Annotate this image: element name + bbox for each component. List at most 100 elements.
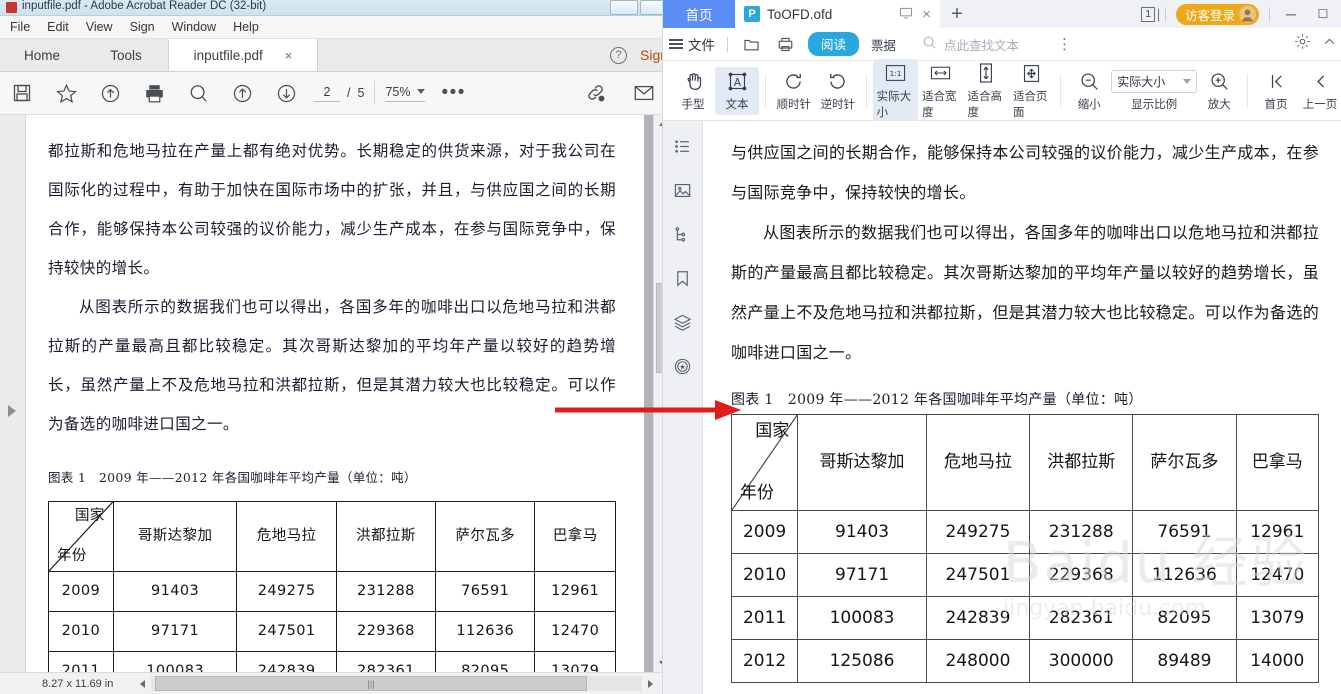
table-col-header: 洪都拉斯 — [335, 501, 437, 572]
tool-hand[interactable]: 手型 — [671, 67, 715, 115]
file-menu-button[interactable]: 文件 — [669, 34, 715, 54]
table-row: 2009 91403 249275 231288 76591 12961 — [48, 571, 616, 612]
help-icon[interactable]: ? — [610, 46, 627, 64]
layers-icon[interactable] — [673, 313, 692, 337]
zoom-in-button[interactable]: 放大 — [1197, 67, 1241, 115]
menu-help[interactable]: Help — [233, 20, 259, 34]
tab-document[interactable]: inputfile.pdf × — [168, 39, 318, 71]
tool-text-label: 文本 — [725, 98, 749, 111]
email-icon[interactable] — [622, 72, 666, 115]
new-tab-button[interactable]: + — [951, 2, 963, 25]
total-pages: 5 — [357, 86, 365, 100]
chevron-up-icon[interactable] — [1323, 35, 1336, 53]
hand-tool-icon — [683, 70, 704, 93]
zoom-level-control[interactable]: 75% — [385, 85, 426, 102]
table-row: 2010 97171 247501 229368 112636 12470 — [730, 553, 1320, 597]
titlebar-divider — [1164, 6, 1166, 22]
page-separator: / — [347, 86, 351, 100]
outline-list-icon[interactable] — [673, 137, 692, 161]
star-icon[interactable] — [44, 72, 88, 115]
corner-label-country: 国家 — [755, 421, 790, 441]
table-cell: 229368 — [335, 611, 437, 652]
table-header-row: 国家 年份 哥斯达黎加 危地马拉 洪都拉斯 萨尔瓦多 巴拿马 — [48, 501, 616, 572]
zoom-level-group: 实际大小 显示比例 — [1111, 69, 1198, 112]
toolbar-divider-1 — [765, 73, 766, 108]
chevron-down-icon[interactable] — [417, 89, 426, 94]
ofd-paragraph-2: 从图表所示的数据我们也可以得出，各国多年的咖啡出口以危地马拉和洪都拉斯的产量最高… — [731, 223, 1319, 362]
minimize-button[interactable]: ─ — [1286, 6, 1296, 22]
tool-rotate-ccw[interactable]: 逆时针 — [816, 67, 860, 115]
chevron-down-icon[interactable] — [1183, 78, 1192, 84]
table-header-row: 国家 年份 哥斯达黎加 危地马拉 洪都拉斯 萨尔瓦多 巴拿马 — [730, 414, 1320, 511]
close-icon[interactable]: × — [922, 5, 931, 23]
share-link-icon[interactable] — [574, 72, 618, 115]
row-year: 2012 — [730, 639, 799, 683]
gear-icon[interactable] — [1294, 33, 1311, 55]
ofd-document-canvas[interactable]: 与供应国之间的长期合作，能够保持本公司较强的议价能力，减少生产成本，在参与国际竞… — [703, 121, 1341, 694]
search-icon[interactable] — [176, 72, 220, 115]
zoom-level-select[interactable]: 实际大小 — [1111, 69, 1198, 93]
tool-fit-page[interactable]: 适合页面 — [1009, 59, 1054, 123]
menu-window[interactable]: Window — [171, 20, 217, 34]
open-folder-icon[interactable] — [740, 36, 762, 53]
menu-edit[interactable]: Edit — [47, 20, 69, 34]
acrobat-window-controls[interactable] — [610, 0, 668, 15]
guest-login-label: 访客登录 — [1184, 8, 1235, 23]
print-icon[interactable] — [774, 36, 796, 53]
more-vertical-icon[interactable]: ⋮ — [1057, 35, 1073, 53]
tool-fit-width[interactable]: 适合宽度 — [918, 59, 963, 123]
zoom-out-button[interactable]: 缩小 — [1067, 67, 1111, 115]
print-icon[interactable] — [132, 72, 176, 115]
tool-text[interactable]: A 文本 — [715, 66, 759, 115]
close-icon[interactable]: × — [284, 48, 293, 63]
scroll-right-icon[interactable] — [648, 679, 653, 688]
zoom-in-icon — [1209, 70, 1230, 93]
horizontal-scroll-track[interactable]: ||| — [151, 676, 642, 691]
tool-fit-height[interactable]: 适合高度 — [964, 59, 1009, 123]
first-page-button[interactable]: 首页 — [1254, 67, 1298, 115]
pdf-data-table: 国家 年份 哥斯达黎加 危地马拉 洪都拉斯 萨尔瓦多 巴拿马 2009 9140… — [48, 501, 616, 672]
save-icon[interactable] — [0, 72, 44, 115]
next-page-icon[interactable] — [264, 72, 308, 115]
acrobat-window-title: inputfile.pdf - Adobe Acrobat Reader DC … — [22, 0, 267, 12]
tool-actual-size[interactable]: 1:1 实际大小 — [872, 58, 919, 123]
toolbar-divider — [374, 81, 376, 105]
acrobat-collapsed-sidebar[interactable] — [0, 115, 26, 672]
upload-cloud-icon[interactable] — [88, 72, 132, 115]
bookmark-icon[interactable] — [673, 269, 692, 293]
current-page-input[interactable]: 2 — [314, 84, 340, 102]
more-tools-button[interactable]: ••• — [441, 82, 466, 103]
menu-view[interactable]: View — [85, 20, 113, 34]
previous-page-button[interactable]: 上一页 — [1298, 67, 1341, 115]
structure-tree-icon[interactable] — [673, 225, 692, 249]
acrobat-horizontal-scrollbar[interactable]: ||| — [140, 675, 653, 692]
menubar-divider — [727, 36, 728, 52]
scroll-left-icon[interactable] — [140, 679, 145, 688]
corner-label-country: 国家 — [74, 508, 105, 524]
cast-screen-icon[interactable] — [899, 6, 913, 23]
menu-sign[interactable]: Sign — [129, 20, 155, 34]
tool-rotate-cw[interactable]: 顺时针 — [772, 67, 816, 115]
maximize-button[interactable]: ☐ — [1317, 7, 1329, 21]
guest-login-button[interactable]: 访客登录 — [1175, 3, 1259, 25]
previous-page-icon[interactable] — [220, 72, 264, 115]
tab-tools[interactable]: Tools — [110, 47, 142, 63]
ofd-tab-document[interactable]: P ToOFD.ofd × — [735, 0, 940, 28]
expand-sidebar-icon[interactable] — [8, 405, 16, 417]
thumbnail-image-icon[interactable] — [673, 181, 692, 205]
acrobat-document-area[interactable]: 那么，从平均产量上来看，哥斯达黎加、洪 都拉斯和危地马拉在产量上都有绝对优势。长… — [26, 115, 670, 672]
menu-file[interactable]: File — [10, 20, 31, 34]
search-box[interactable]: 点此查找文本 — [922, 35, 1019, 54]
bill-mode-button[interactable]: 票据 — [871, 38, 897, 53]
horizontal-scroll-thumb[interactable]: ||| — [155, 676, 588, 691]
acrobat-minimize-button[interactable] — [610, 0, 638, 15]
table-col-header: 危地马拉 — [925, 414, 1031, 511]
tab-home[interactable]: Home — [23, 47, 60, 63]
ofd-page: 与供应国之间的长期合作，能够保持本公司较强的议价能力，减少生产成本，在参与国际竞… — [703, 121, 1341, 694]
ofd-tab-home[interactable]: 首页 — [663, 0, 735, 28]
read-mode-button[interactable]: 阅读 — [808, 32, 860, 56]
sign-button[interactable]: Sign — [640, 47, 666, 63]
seal-icon[interactable] — [673, 357, 692, 381]
fit-height-icon — [977, 62, 995, 85]
